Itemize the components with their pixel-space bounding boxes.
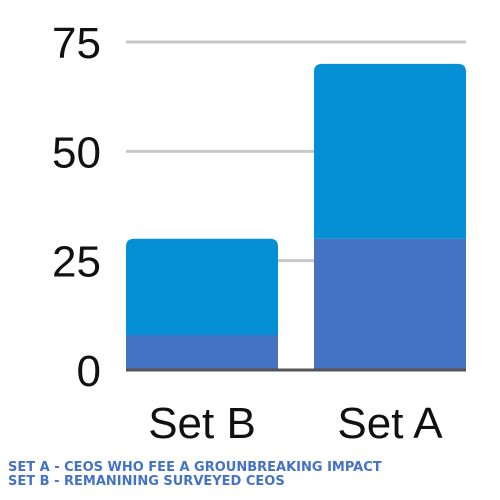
- bar-set-a-segment-1: [314, 238, 466, 370]
- bar-chart: 0 25 50 75 Set B Set A: [52, 19, 466, 448]
- y-axis-ticks: 0 25 50 75: [52, 19, 101, 396]
- y-tick-label-25: 25: [52, 238, 101, 287]
- bar-group-set-b: [126, 238, 278, 370]
- y-tick-label-50: 50: [52, 128, 101, 177]
- x-tick-label-set-a: Set A: [337, 399, 443, 448]
- x-axis-labels: Set B Set A: [148, 399, 443, 448]
- bars: [126, 63, 466, 370]
- y-tick-label-0: 0: [77, 347, 101, 396]
- bar-set-b-segment-2: [126, 238, 278, 336]
- bar-group-set-a: [314, 63, 466, 370]
- footnote-set-b: SET B - REMANINING SURVEYED CEOS: [8, 474, 285, 489]
- footnote-set-a: SET A - CEOS WHO FEE A GROUNBREAKING IMP…: [8, 460, 382, 475]
- y-tick-label-75: 75: [52, 19, 101, 68]
- bar-set-b-segment-1: [126, 335, 278, 370]
- bar-set-a-segment-2: [314, 63, 466, 239]
- x-tick-label-set-b: Set B: [148, 399, 256, 448]
